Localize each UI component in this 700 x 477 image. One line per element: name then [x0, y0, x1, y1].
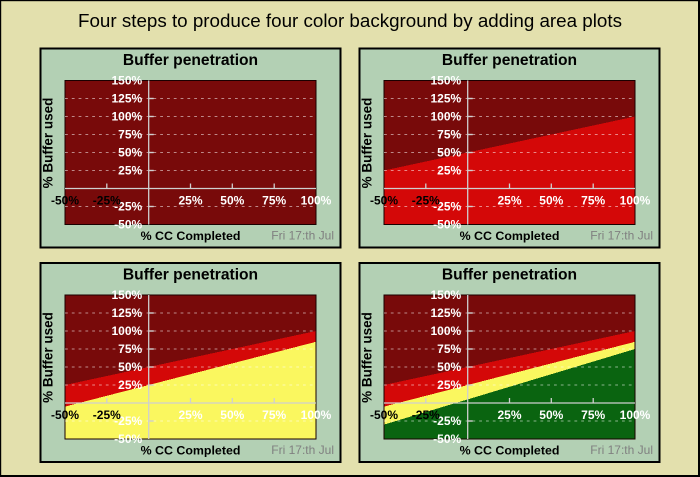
svg-text:% CC Completed: % CC Completed — [460, 229, 560, 243]
svg-text:Buffer penetration: Buffer penetration — [123, 52, 258, 69]
svg-text:Buffer penetration: Buffer penetration — [442, 52, 577, 69]
svg-text:75%: 75% — [262, 194, 286, 208]
svg-text:100%: 100% — [111, 324, 142, 338]
svg-text:150%: 150% — [430, 74, 461, 88]
svg-text:100%: 100% — [301, 408, 332, 422]
svg-text:-50%: -50% — [114, 218, 142, 232]
svg-text:Fri 17:th Jul: Fri 17:th Jul — [271, 229, 334, 243]
svg-text:Fri 17:th Jul: Fri 17:th Jul — [590, 443, 653, 457]
svg-text:% Buffer used: % Buffer used — [360, 312, 375, 403]
svg-text:50%: 50% — [118, 360, 142, 374]
svg-text:25%: 25% — [497, 194, 521, 208]
svg-text:125%: 125% — [430, 92, 461, 106]
svg-text:75%: 75% — [581, 408, 605, 422]
svg-text:100%: 100% — [430, 324, 461, 338]
svg-text:150%: 150% — [430, 288, 461, 302]
svg-text:75%: 75% — [262, 408, 286, 422]
svg-text:75%: 75% — [118, 342, 142, 356]
svg-text:-50%: -50% — [433, 432, 461, 446]
svg-text:Buffer penetration: Buffer penetration — [123, 267, 258, 284]
svg-text:-25%: -25% — [433, 414, 461, 428]
svg-text:50%: 50% — [118, 146, 142, 160]
svg-text:Four steps to produce four col: Four steps to produce four color backgro… — [78, 10, 622, 31]
svg-text:-50%: -50% — [51, 408, 79, 422]
svg-text:50%: 50% — [539, 408, 563, 422]
svg-text:25%: 25% — [437, 378, 461, 392]
svg-text:25%: 25% — [118, 378, 142, 392]
svg-text:-50%: -50% — [370, 408, 398, 422]
svg-text:% CC Completed: % CC Completed — [141, 444, 241, 458]
svg-text:25%: 25% — [118, 164, 142, 178]
svg-text:-25%: -25% — [114, 200, 142, 214]
svg-text:150%: 150% — [111, 288, 142, 302]
svg-text:-25%: -25% — [433, 200, 461, 214]
svg-text:Buffer penetration: Buffer penetration — [442, 267, 577, 284]
svg-text:-50%: -50% — [370, 194, 398, 208]
svg-text:25%: 25% — [178, 408, 202, 422]
svg-text:% CC Completed: % CC Completed — [141, 229, 241, 243]
svg-text:100%: 100% — [301, 194, 332, 208]
svg-text:50%: 50% — [220, 194, 244, 208]
svg-text:% Buffer used: % Buffer used — [41, 98, 56, 189]
svg-text:75%: 75% — [118, 128, 142, 142]
svg-text:% CC Completed: % CC Completed — [460, 444, 560, 458]
svg-text:150%: 150% — [111, 74, 142, 88]
svg-text:25%: 25% — [497, 408, 521, 422]
svg-text:50%: 50% — [437, 146, 461, 160]
svg-text:25%: 25% — [437, 164, 461, 178]
svg-text:-50%: -50% — [433, 218, 461, 232]
svg-text:50%: 50% — [220, 408, 244, 422]
svg-text:75%: 75% — [581, 194, 605, 208]
svg-text:-25%: -25% — [93, 194, 121, 208]
svg-text:75%: 75% — [437, 342, 461, 356]
svg-text:-50%: -50% — [114, 432, 142, 446]
svg-text:100%: 100% — [620, 408, 651, 422]
svg-text:-25%: -25% — [412, 408, 440, 422]
svg-text:Fri 17:th Jul: Fri 17:th Jul — [590, 229, 653, 243]
svg-text:% Buffer used: % Buffer used — [360, 98, 375, 189]
svg-text:125%: 125% — [111, 92, 142, 106]
svg-text:100%: 100% — [430, 110, 461, 124]
svg-text:125%: 125% — [430, 306, 461, 320]
svg-text:-25%: -25% — [93, 408, 121, 422]
svg-text:125%: 125% — [111, 306, 142, 320]
svg-text:100%: 100% — [620, 194, 651, 208]
svg-text:50%: 50% — [437, 360, 461, 374]
svg-text:75%: 75% — [437, 128, 461, 142]
svg-text:25%: 25% — [178, 194, 202, 208]
svg-text:Fri 17:th Jul: Fri 17:th Jul — [271, 443, 334, 457]
svg-text:-50%: -50% — [51, 194, 79, 208]
svg-text:% Buffer used: % Buffer used — [41, 312, 56, 403]
svg-text:50%: 50% — [539, 194, 563, 208]
svg-text:-25%: -25% — [412, 194, 440, 208]
svg-text:-25%: -25% — [114, 414, 142, 428]
svg-text:100%: 100% — [111, 110, 142, 124]
